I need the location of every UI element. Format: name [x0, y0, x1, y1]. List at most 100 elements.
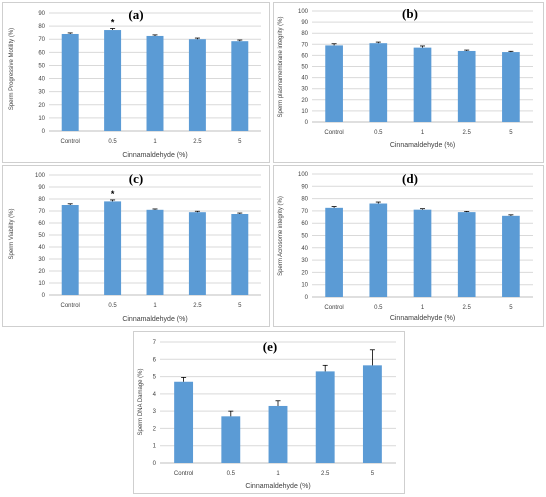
y-tick-label: 50 [38, 233, 45, 239]
bar-b-3 [457, 50, 476, 122]
y-tick-label: 10 [301, 109, 308, 115]
x-tick-label: 2.5 [463, 305, 472, 311]
chart-a-svg: 0 10 20 30 40 50 60 70 80 90 Control * 0.5 1 2.5 5 Cinna… [9, 7, 261, 159]
panel-a: 0 10 20 30 40 50 60 70 80 90 Control * 0.5 1 2.5 5 Cinna… [2, 2, 270, 163]
bar-a-3 [188, 39, 206, 131]
y-tick-label: 50 [301, 234, 308, 240]
x-axis-title: Cinnamaldehyde (%) [390, 315, 455, 322]
bar-c-3 [188, 212, 206, 295]
y-axis-title: Sperm Progressive Motility (%) [9, 28, 15, 110]
x-tick-label: 2.5 [463, 130, 472, 136]
y-tick-label: 1 [153, 444, 157, 450]
x-axis-title: Cinnamaldehyde (%) [122, 316, 187, 323]
y-tick-label: 20 [301, 270, 308, 276]
bar-c-4 [231, 214, 249, 295]
y-tick-label: 0 [42, 293, 46, 299]
x-tick-label: 2.5 [193, 139, 202, 145]
x-axis-title: Cinnamaldehyde (%) [245, 483, 310, 490]
bar-e-3 [315, 371, 335, 463]
x-tick-label: 1 [421, 130, 425, 136]
panel-label: (a) [128, 7, 143, 22]
y-tick-label: 100 [35, 173, 46, 179]
y-tick-label: 90 [38, 185, 45, 191]
y-tick-label: 100 [298, 9, 309, 15]
y-axis-title: Sperm DNA Damage (%) [138, 368, 144, 435]
y-tick-label: 7 [153, 340, 157, 346]
bar-c-1 [104, 201, 122, 295]
x-tick-label: Control [61, 303, 80, 309]
bar-d-3 [457, 212, 476, 297]
bar-b-0 [325, 45, 343, 122]
y-tick-label: 80 [38, 197, 45, 203]
x-tick-label: 5 [238, 303, 242, 309]
x-tick-label: Control [324, 305, 343, 311]
bar-e-1 [221, 416, 241, 463]
y-tick-label: 20 [38, 269, 45, 275]
x-tick-label: 1 [421, 305, 425, 311]
panel-label: (b) [402, 6, 418, 21]
x-axis-title: Cinnamaldehyde (%) [390, 142, 455, 149]
y-axis-title: Sperm plasmamembrane integrity (%) [278, 16, 284, 117]
bar-d-1 [369, 203, 388, 297]
x-tick-label: 1 [153, 303, 157, 309]
y-tick-label: 0 [153, 461, 157, 467]
y-tick-label: 3 [153, 409, 157, 415]
y-axis-title: Sperm Acrosome integrity (%) [278, 196, 284, 276]
y-tick-label: 60 [38, 50, 45, 56]
chart-b-svg: 0 10 20 30 40 50 60 70 80 90 100 Control 0.5 1 2.5 5 Cin… [278, 6, 533, 149]
y-tick-label: 40 [301, 246, 308, 252]
x-tick-label: Control [174, 471, 193, 477]
y-tick-label: 80 [301, 197, 308, 203]
significance-star: * [111, 189, 115, 199]
bar-c-2 [146, 209, 164, 295]
x-tick-label: 0.5 [374, 130, 383, 136]
bar-d-4 [502, 215, 520, 297]
bar-c-0 [61, 205, 79, 295]
x-tick-label: 5 [509, 305, 513, 311]
x-tick-label: 5 [371, 471, 375, 477]
y-tick-label: 0 [305, 120, 309, 126]
y-tick-label: 80 [301, 31, 308, 37]
x-tick-label: 1 [276, 471, 280, 477]
y-tick-label: 60 [301, 53, 308, 59]
bar-e-4 [362, 365, 382, 463]
chart-d-svg: 0 10 20 30 40 50 60 70 80 90 100 Control 0.5 1 2.5 5 Cin… [278, 171, 533, 322]
panel-e: 0 1 2 3 4 5 6 7 Control 0.5 1 2.5 5 Cinnamaldehyde (%… [133, 331, 405, 494]
bar-a-4 [231, 41, 249, 131]
y-tick-label: 20 [301, 98, 308, 104]
x-tick-label: 2.5 [193, 303, 202, 309]
y-tick-label: 6 [153, 357, 157, 363]
panel-label: (d) [402, 171, 418, 186]
bar-a-2 [146, 35, 164, 131]
panel-d: 0 10 20 30 40 50 60 70 80 90 100 Control 0.5 1 2.5 5 Cin… [273, 165, 544, 327]
bar-b-1 [369, 43, 388, 122]
y-tick-label: 80 [38, 24, 45, 30]
y-tick-label: 10 [38, 116, 45, 122]
x-tick-label: 0.5 [108, 139, 117, 145]
panel-label: (c) [129, 171, 143, 186]
y-tick-label: 2 [153, 426, 157, 432]
y-tick-label: 50 [301, 65, 308, 71]
y-tick-label: 5 [153, 375, 157, 381]
y-tick-label: 30 [38, 90, 45, 96]
y-tick-label: 70 [301, 42, 308, 48]
y-tick-label: 0 [42, 129, 46, 135]
y-tick-label: 70 [38, 37, 45, 43]
y-tick-label: 60 [38, 221, 45, 227]
x-tick-label: 0.5 [108, 303, 117, 309]
x-tick-label: 0.5 [227, 471, 236, 477]
bar-b-2 [413, 47, 432, 122]
y-tick-label: 40 [38, 245, 45, 251]
y-tick-label: 10 [38, 281, 45, 287]
bar-a-1 [104, 30, 122, 131]
y-tick-label: 40 [301, 76, 308, 82]
x-tick-label: 1 [153, 139, 157, 145]
y-tick-label: 30 [301, 258, 308, 264]
y-tick-label: 30 [301, 87, 308, 93]
x-tick-label: 5 [509, 130, 513, 136]
bar-d-2 [413, 209, 432, 297]
y-tick-label: 0 [305, 295, 309, 301]
y-tick-label: 90 [301, 20, 308, 26]
bar-b-4 [502, 52, 520, 122]
y-tick-label: 70 [301, 209, 308, 215]
